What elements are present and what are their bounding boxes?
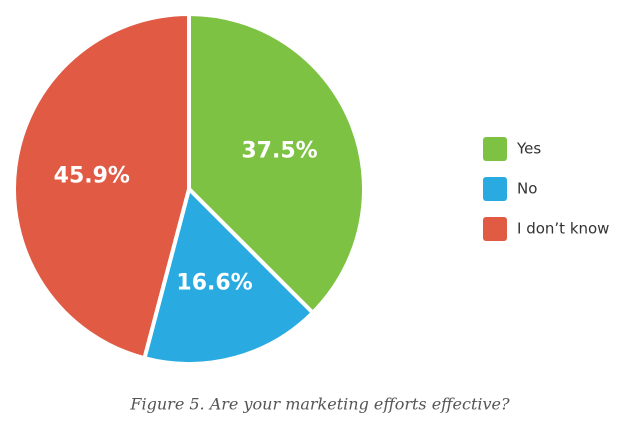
legend-label: No: [517, 180, 537, 198]
legend-swatch: [483, 137, 507, 161]
legend-label: I don’t know: [517, 220, 609, 238]
legend-label: Yes: [516, 140, 541, 158]
pie-slice: [187, 12, 366, 315]
legend-swatch: [483, 177, 507, 201]
pie-slice: [142, 187, 315, 366]
legend-swatch: [483, 217, 507, 241]
pie-slice: [12, 12, 191, 361]
chart-title: Figure 5. Are your marketing efforts eff…: [129, 395, 510, 414]
slice-label: 45.9%: [54, 163, 130, 188]
slice-label: 16.6%: [176, 271, 252, 296]
slice-label: 37.5%: [241, 138, 317, 163]
